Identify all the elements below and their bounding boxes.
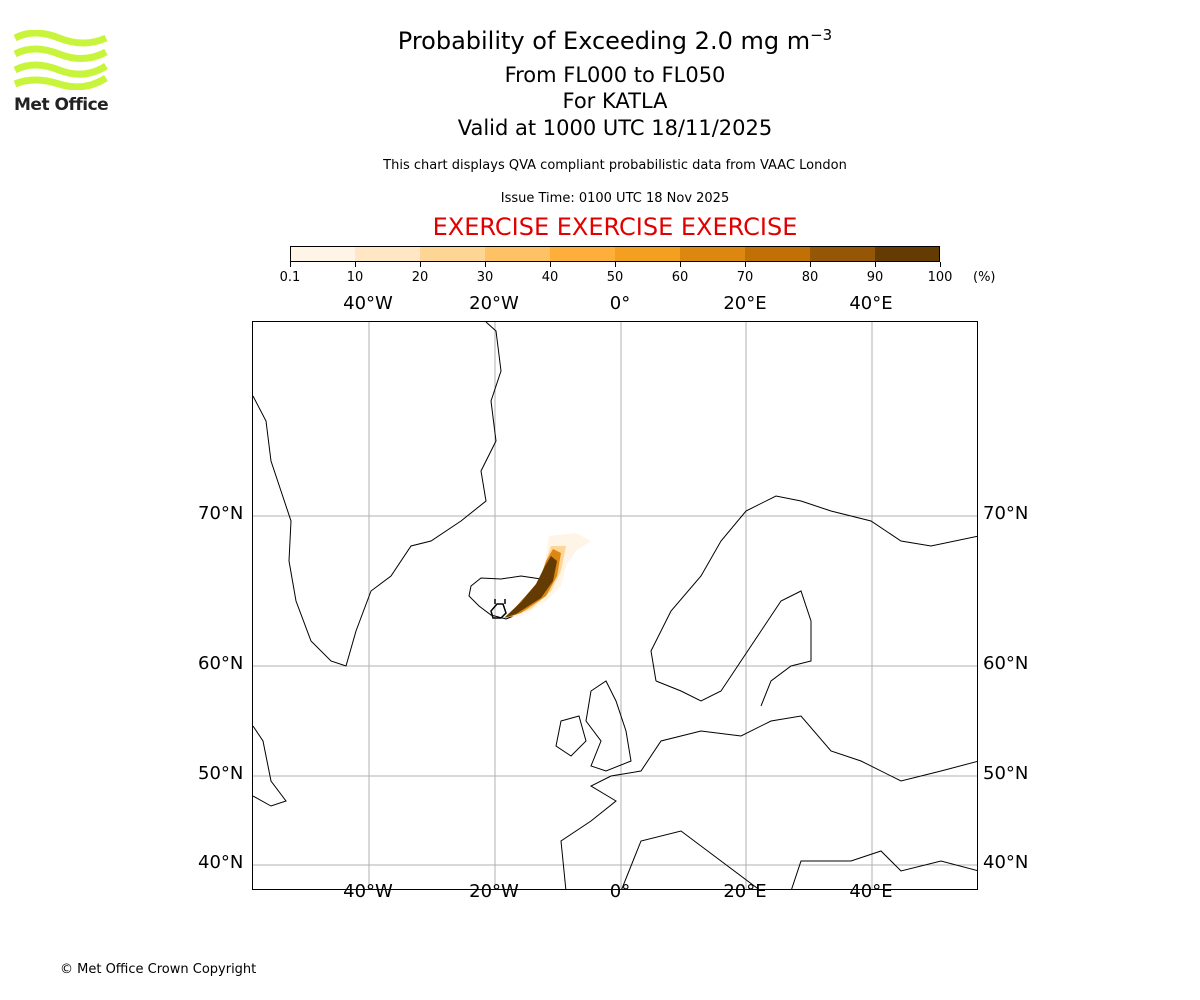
colorbar-tick <box>745 262 746 267</box>
longitude-label: 0° <box>609 293 631 314</box>
colorbar-frame <box>290 246 940 262</box>
colorbar-tick-label: 10 <box>346 270 364 285</box>
colorbar-segment <box>615 246 680 262</box>
valid-time: Valid at 1000 UTC 18/11/2025 <box>457 116 773 140</box>
colorbar-tick-label: 80 <box>801 270 819 285</box>
logo-text: Met Office <box>14 95 109 115</box>
longitude-label: 0° <box>609 881 631 902</box>
met-office-waves-icon <box>13 29 108 91</box>
colorbar-tick <box>680 262 681 267</box>
longitude-label: 40°E <box>849 293 893 314</box>
title-text: Probability of Exceeding 2.0 mg m <box>397 27 811 55</box>
colorbar-tick-label: 70 <box>736 270 754 285</box>
colorbar-segment <box>680 246 745 262</box>
issue-time: Issue Time: 0100 UTC 18 Nov 2025 <box>500 191 730 206</box>
latitude-label: 50°N <box>198 763 244 784</box>
map-frame <box>252 321 978 890</box>
colorbar-tick-label: 30 <box>476 270 494 285</box>
longitude-label: 20°W <box>469 881 519 902</box>
latitude-label: 60°N <box>983 653 1029 674</box>
colorbar-tick-label: 50 <box>606 270 624 285</box>
colorbar-tick <box>940 262 941 267</box>
colorbar-tick <box>810 262 811 267</box>
colorbar-segment <box>875 246 940 262</box>
latitude-label: 70°N <box>198 503 244 524</box>
longitude-label: 40°E <box>849 881 893 902</box>
volcano-marker-icon <box>490 599 507 619</box>
graticule <box>253 322 977 889</box>
ash-probability-plume <box>504 533 591 618</box>
chart-description: This chart displays QVA compliant probab… <box>383 158 847 173</box>
colorbar-tick <box>420 262 421 267</box>
colorbar-tick <box>875 262 876 267</box>
title-exponent: −3 <box>810 26 833 44</box>
colorbar-segment <box>420 246 485 262</box>
latitude-label: 40°N <box>983 852 1029 873</box>
met-office-logo: Met Office <box>13 29 109 115</box>
latitude-label: 70°N <box>983 503 1029 524</box>
colorbar-tick-label: 100 <box>927 270 953 285</box>
colorbar-segment <box>485 246 550 262</box>
latitude-label: 60°N <box>198 653 244 674</box>
colorbar-tick <box>355 262 356 267</box>
flight-level-range: From FL000 to FL050 <box>504 63 726 87</box>
colorbar-segment <box>745 246 810 262</box>
map-canvas <box>253 322 977 889</box>
longitude-label: 40°W <box>343 881 393 902</box>
colorbar-tick <box>615 262 616 267</box>
colorbar-segment <box>290 246 355 262</box>
colorbar-tick-label: 0.1 <box>279 270 301 285</box>
latitude-label: 50°N <box>983 763 1029 784</box>
colorbar-unit: (%) <box>973 270 996 285</box>
longitude-label: 40°W <box>343 293 393 314</box>
colorbar-segment <box>810 246 875 262</box>
colorbar-segment <box>355 246 420 262</box>
longitude-label: 20°W <box>469 293 519 314</box>
longitude-label: 20°E <box>723 881 767 902</box>
coastlines <box>253 322 977 889</box>
colorbar-tick <box>485 262 486 267</box>
colorbar-tick <box>290 262 291 267</box>
exercise-banner: EXERCISE EXERCISE EXERCISE <box>432 213 798 241</box>
longitude-label: 20°E <box>723 293 767 314</box>
colorbar-tick <box>550 262 551 267</box>
colorbar-tick-label: 90 <box>866 270 884 285</box>
colorbar-tick-label: 60 <box>671 270 689 285</box>
chart-title: Probability of Exceeding 2.0 mg m−3 <box>0 26 1200 55</box>
copyright: © Met Office Crown Copyright <box>60 962 257 977</box>
colorbar-segment <box>550 246 615 262</box>
colorbar-tick-label: 40 <box>541 270 559 285</box>
latitude-label: 40°N <box>198 852 244 873</box>
volcano-name: For KATLA <box>562 89 668 113</box>
colorbar-tick-label: 20 <box>411 270 429 285</box>
